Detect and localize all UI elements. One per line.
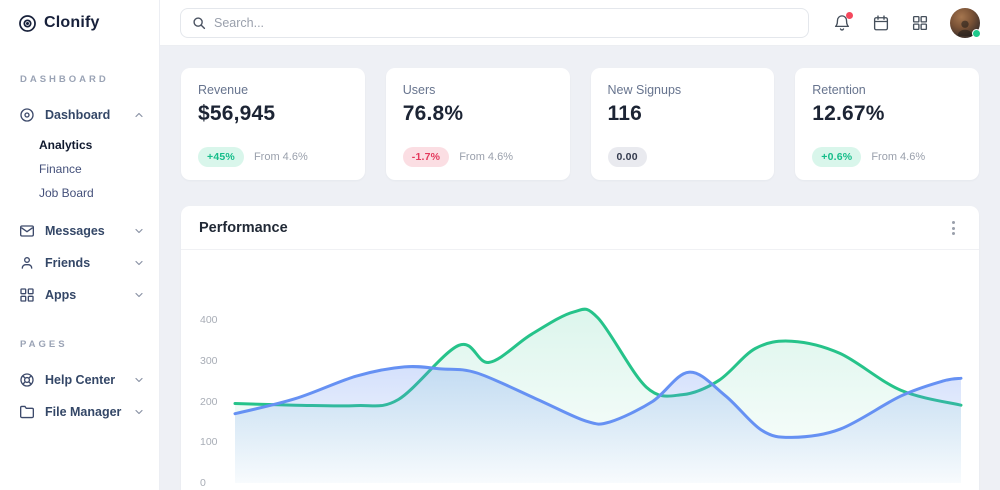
chevron-down-icon: [133, 406, 145, 418]
stat-note: From 4.6%: [459, 151, 513, 163]
disc-icon: [19, 107, 35, 123]
stat-value: 76.8%: [402, 102, 464, 125]
stat-badge: +0.6%: [812, 147, 862, 167]
section-label-pages: PAGES: [20, 339, 68, 350]
sidebar-subitem-analytics[interactable]: Analytics: [39, 138, 93, 152]
series-blue-line: [233, 365, 963, 439]
y-axis-tick: 100: [200, 436, 218, 449]
sidebar-item-friends[interactable]: Friends: [0, 247, 159, 279]
user-icon: [19, 255, 35, 271]
topbar: [160, 0, 1000, 46]
stat-card-retention: Retention 12.67% +0.6% From 4.6%: [795, 68, 979, 180]
sidebar-item-label: Friends: [45, 256, 91, 270]
notification-dot: [846, 11, 853, 19]
sidebar-item-label: Apps: [45, 288, 77, 302]
sidebar-item-label: Help Center: [45, 373, 116, 387]
y-axis-tick: 200: [200, 395, 218, 408]
sidebar-item-messages[interactable]: Messages: [0, 215, 159, 247]
performance-chart: 0100200300400SunMonTueWedThuFriSat: [181, 250, 979, 490]
sidebar-item-label: Messages: [45, 224, 105, 238]
stat-badge: +45%: [198, 147, 244, 167]
stat-badge: 0.00: [607, 147, 647, 167]
sidebar-subitem-job-board[interactable]: Job Board: [39, 186, 94, 200]
chevron-down-icon: [133, 374, 145, 386]
stat-label: Revenue: [198, 83, 249, 97]
stat-label: Users: [402, 83, 436, 97]
folder-icon: [19, 404, 35, 420]
dashboard-submenu: Analytics Finance Job Board: [0, 131, 159, 211]
bell-icon[interactable]: [833, 11, 853, 32]
search-input[interactable]: [214, 15, 797, 30]
apps-grid-icon[interactable]: [911, 14, 929, 32]
sidebar-subitem-finance[interactable]: Finance: [39, 162, 82, 176]
brand-logo-icon: [18, 14, 37, 33]
sidebar-item-dashboard[interactable]: Dashboard: [0, 99, 159, 131]
kebab-menu-icon[interactable]: [946, 217, 961, 239]
sidebar-item-apps[interactable]: Apps: [0, 279, 159, 311]
y-axis-tick: 300: [200, 354, 218, 367]
stat-note: From 4.6%: [871, 151, 926, 163]
chart-title: Performance: [199, 220, 288, 236]
chart-plot: [233, 300, 963, 490]
sidebar-item-label: Dashboard: [45, 108, 111, 122]
stat-value: 116: [607, 102, 642, 125]
chevron-down-icon: [133, 289, 145, 301]
search-box[interactable]: [180, 7, 809, 38]
section-label-dashboard: DASHBOARD: [20, 74, 109, 85]
sidebar-item-help-center[interactable]: Help Center: [0, 364, 159, 396]
search-icon: [193, 16, 206, 29]
stat-label: New Signups: [607, 83, 682, 97]
sidebar-item-file-manager[interactable]: File Manager: [0, 396, 159, 428]
stat-card-users: Users 76.8% -1.7% From 4.6%: [385, 68, 570, 180]
sidebar-item-label: File Manager: [45, 405, 122, 419]
stat-label: Retention: [812, 83, 866, 97]
stat-badge: -1.7%: [402, 147, 450, 167]
user-avatar[interactable]: [950, 7, 981, 38]
brand[interactable]: Clonify: [0, 0, 159, 46]
sidebar: Clonify DASHBOARD Dashboard Analytics Fi…: [0, 0, 160, 490]
stat-card-new-signups: New Signups 116 0.00: [590, 68, 775, 180]
y-axis-tick: 0: [200, 477, 206, 489]
stats-row: Revenue $56,945 +45% From 4.6% Users 76.…: [181, 68, 979, 180]
main-content: Revenue $56,945 +45% From 4.6% Users 76.…: [160, 46, 1000, 490]
stat-note: From 4.6%: [253, 151, 308, 163]
grid-icon: [19, 287, 35, 303]
calendar-icon[interactable]: [872, 14, 890, 32]
online-status-dot: [972, 28, 981, 38]
stat-value: $56,945: [198, 102, 276, 125]
stat-value: 12.67%: [812, 102, 885, 125]
chevron-down-icon: [133, 257, 145, 269]
brand-name: Clonify: [44, 14, 100, 31]
chevron-up-icon: [133, 109, 145, 121]
chevron-down-icon: [133, 225, 145, 237]
mail-icon: [19, 223, 35, 239]
performance-card: Performance 0100200300400SunMonTueWedThu…: [181, 206, 979, 490]
y-axis-tick: 400: [200, 314, 218, 326]
stat-card-revenue: Revenue $56,945 +45% From 4.6%: [181, 68, 365, 180]
life-buoy-icon: [19, 372, 35, 388]
